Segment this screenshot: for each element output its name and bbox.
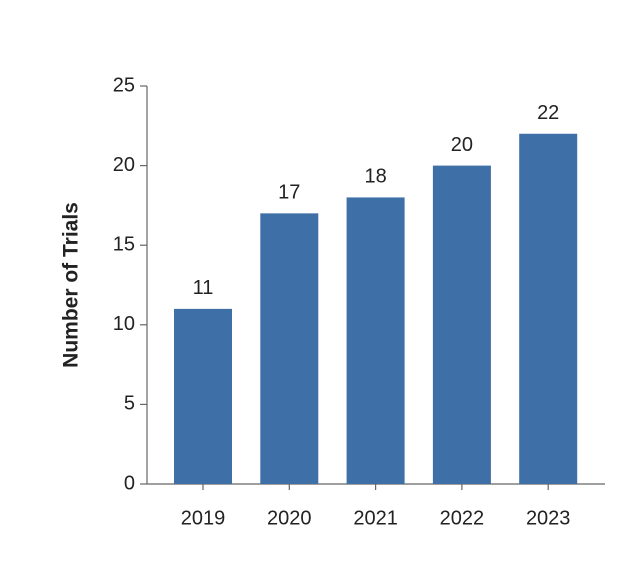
x-tick-label: 2022	[440, 507, 485, 529]
y-tick-label: 5	[124, 393, 135, 415]
value-label: 18	[364, 166, 386, 188]
bar	[432, 165, 491, 484]
y-tick-label: 25	[113, 74, 135, 96]
x-tick-label: 2019	[181, 507, 226, 529]
y-tick-label: 15	[113, 233, 135, 255]
y-tick-label: 10	[113, 313, 135, 335]
bar	[519, 133, 578, 484]
x-tick-label: 2020	[267, 507, 312, 529]
value-label: 20	[451, 134, 473, 156]
value-label: 17	[278, 182, 300, 204]
bar	[346, 197, 405, 484]
bar	[174, 308, 232, 484]
y-axis-label: Number of Trials	[60, 202, 83, 368]
y-tick-label: 0	[124, 472, 135, 494]
x-tick-label: 2023	[526, 507, 571, 529]
y-tick-label: 20	[113, 154, 135, 176]
value-label: 22	[537, 102, 559, 124]
value-label: 11	[193, 277, 214, 299]
x-tick-label: 2021	[353, 507, 398, 529]
bar	[260, 213, 319, 485]
